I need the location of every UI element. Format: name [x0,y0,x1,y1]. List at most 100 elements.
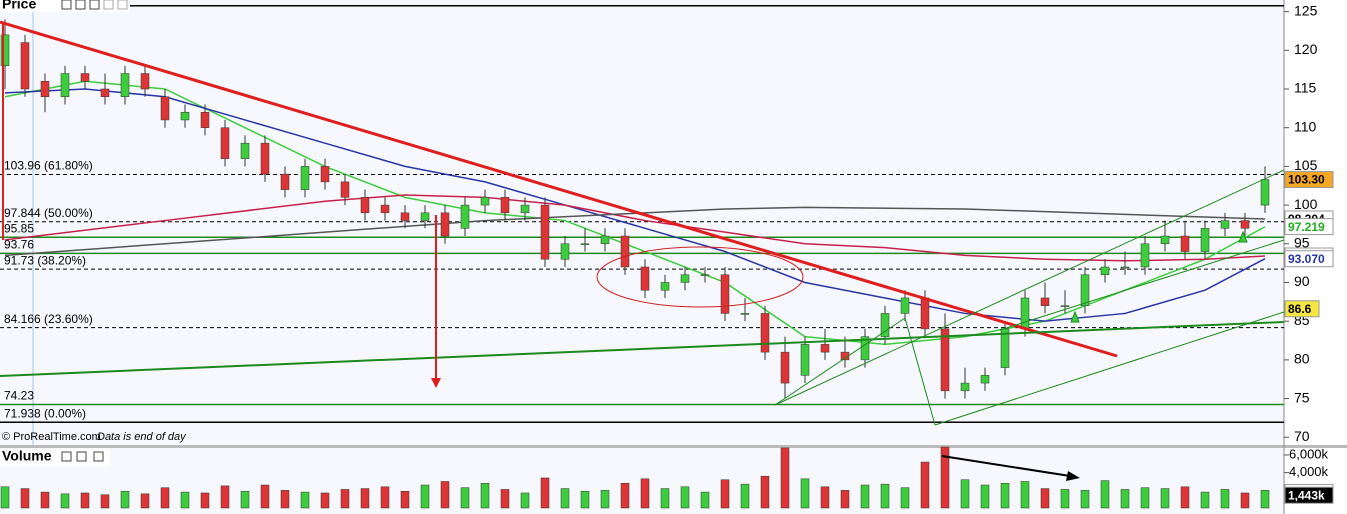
volume-bar [80,492,90,509]
volume-bar [1000,483,1010,509]
volume-bar [820,486,830,509]
volume-bar [180,491,190,509]
volume-bar [720,479,730,509]
channel-line [934,311,1285,426]
volume-bar [380,486,390,509]
data-note: Data is end of day [97,431,187,443]
volume-bar [0,486,10,509]
price-box-label: 103.30 [1288,173,1325,187]
panel-separator [0,445,1347,448]
volume-bar [460,487,470,509]
volume-bar [220,485,230,509]
candle-body [620,235,630,268]
volume-bar [300,491,310,509]
candle-body [1100,266,1110,275]
candle-body [560,243,570,260]
volume-bar [1180,486,1190,509]
volume-bar [160,487,170,509]
volume-bar [780,447,790,509]
y-tick-label: 75 [1294,389,1310,405]
trend-line [0,321,1285,377]
channel-line [904,317,936,426]
candle-body [40,81,50,97]
drawings [0,20,1285,481]
volume-bar [280,490,290,509]
candle-body [1120,266,1130,269]
candle-body [440,212,450,237]
panel-icons[interactable] [61,0,128,10]
volume-bar [1240,492,1250,509]
volume-header [0,449,110,466]
candle-body [260,142,270,175]
icon[interactable] [75,0,86,10]
candle-body [420,212,430,221]
y-tick-label: 4,000k [1289,464,1329,479]
candle-body [360,197,370,214]
candle-body [640,266,650,291]
candle-body [100,88,110,97]
candle-body [1220,220,1230,229]
highlight-ellipse [596,246,804,308]
volume-bar [900,487,910,509]
icon[interactable] [76,451,87,462]
y-tick-label: 115 [1294,80,1317,96]
y-tick-label: 95 [1294,234,1310,250]
candle-body [160,96,170,121]
icon[interactable] [117,0,128,10]
volume-bar [620,483,630,509]
volume-bar [1040,488,1050,509]
volume-bar [660,488,670,509]
volume-bar [60,493,70,509]
volume-bar [1220,489,1230,509]
volume-bar [1260,490,1270,509]
volume-bar [520,492,530,509]
level-label: 91.73 (38.20%) [4,253,86,267]
volume-bar [1120,489,1130,509]
icon[interactable] [61,0,72,10]
candle-body [380,204,390,214]
level-label: 95.85 [4,221,34,235]
y-tick-label: 125 [1294,2,1318,18]
candle-body [1080,274,1090,306]
volume-bar [260,484,270,509]
moving-average [4,88,1266,322]
candle-body [180,111,190,121]
arrow-head [1066,471,1080,481]
volume-bar [320,492,330,509]
volume-bar [1100,480,1110,509]
level-label: 97.844 (50.00%) [4,206,93,220]
candle-body [940,328,950,392]
candle-body [920,297,930,330]
moving-average [4,206,1266,257]
level-label: 103.96 (61.80%) [4,159,93,173]
icon[interactable] [93,451,104,462]
candle-body [240,142,250,159]
volume-arrow [941,455,1071,477]
channel-line [774,169,1285,406]
candle-body [1140,243,1150,268]
icon[interactable] [61,451,72,462]
icon[interactable] [89,0,100,10]
price-box [1284,218,1334,236]
level-label: 84.166 (23.60%) [4,312,93,326]
level-label: 74.23 [4,389,34,403]
candle-body [900,297,910,314]
candle-body [280,173,290,190]
volume-bar [200,492,210,509]
candle-body [540,204,550,260]
volume-bar [140,493,150,509]
price-box-label: 93.070 [1288,252,1325,266]
candle-body [220,127,230,159]
candle-body [120,73,130,97]
panel-icons[interactable] [61,451,104,462]
price-box [1284,300,1320,318]
copyright: © ProRealTime.com [2,431,101,443]
volume-bar [840,490,850,509]
candle-body [80,73,90,82]
icon[interactable] [103,0,114,10]
volume-bar [800,478,810,509]
candle-body [200,111,210,128]
candle-body [1040,297,1050,306]
